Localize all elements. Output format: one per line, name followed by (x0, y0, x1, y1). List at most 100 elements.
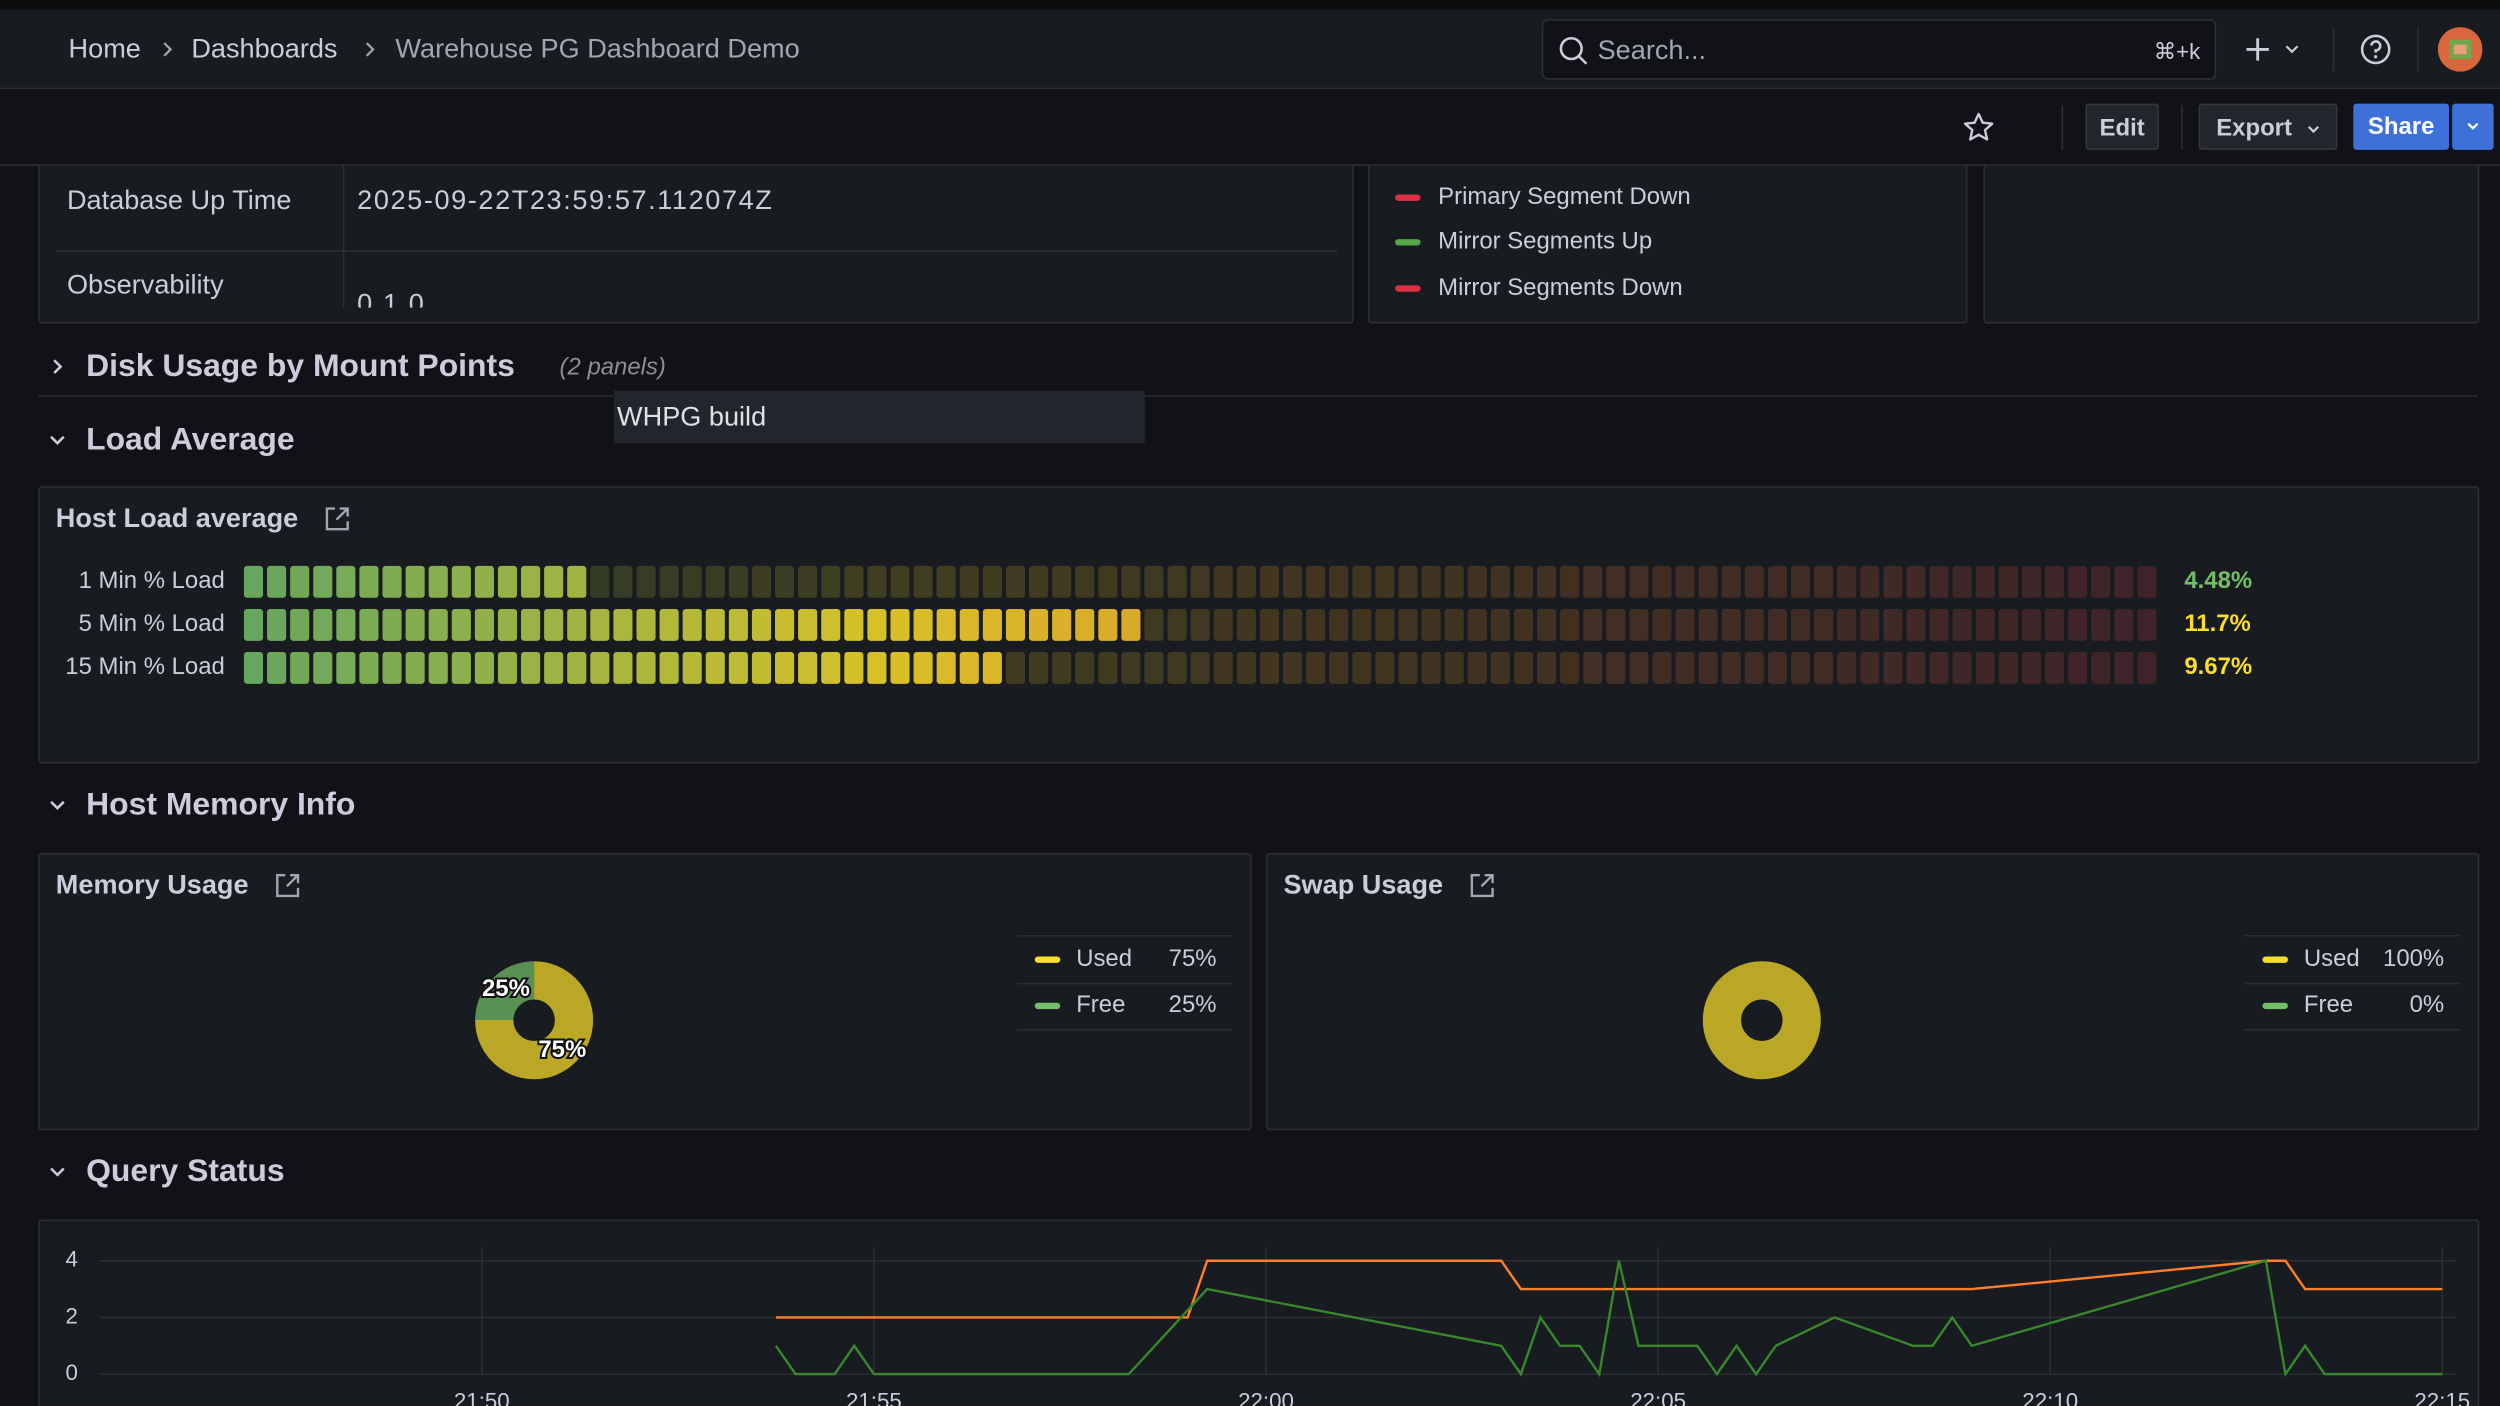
gauge-cell-empty (2091, 608, 2111, 641)
legend-panel: Primary Segment Down Mirror Segments Up … (1367, 143, 1968, 324)
gauge-cell-empty (1536, 565, 1557, 598)
gauge-cell-empty (1583, 608, 1603, 641)
legend-label: Used (2304, 945, 2360, 972)
legend-swatch (1395, 284, 1421, 291)
gauge-cell-empty (1375, 565, 1395, 598)
gauge-bar (243, 651, 1002, 684)
gauge-label: 1 Min % Load (79, 567, 225, 594)
gauge-cell (1052, 608, 1072, 641)
legend-value: 100% (2383, 945, 2444, 972)
gauge-cell (890, 651, 910, 684)
gauge-cell (405, 565, 425, 598)
gauge-cell-empty (1421, 565, 1441, 598)
x-tick-label: 22:15 (2414, 1389, 2470, 1406)
gauge-cell (867, 608, 887, 641)
separator (2332, 27, 2335, 72)
breadcrumb[interactable]: Dashboards (191, 33, 338, 64)
gauge-cell-empty (1883, 565, 1903, 598)
row-header[interactable]: Disk Usage by Mount Points (2 panels) (48, 346, 666, 387)
gauge-cell-empty (1606, 651, 1626, 684)
share-menu-button[interactable] (2452, 103, 2494, 150)
chevron-icon (50, 435, 65, 445)
x-tick-label: 22:00 (1238, 1389, 1294, 1406)
export-button[interactable]: Export (2198, 103, 2338, 150)
gauge-cell (313, 651, 333, 684)
share-button[interactable]: Share (2353, 103, 2449, 150)
gauge-cell-empty (636, 565, 656, 598)
new-button[interactable] (2240, 32, 2304, 67)
gauge-cell (544, 651, 564, 684)
legend-label: Mirror Segments Down (1438, 274, 1683, 302)
gauge-cell-empty (1837, 565, 1857, 598)
row-header[interactable]: Host Memory Info (48, 784, 355, 825)
gauge-cell-empty (1490, 565, 1510, 598)
gauge-cell-empty (1952, 565, 1972, 598)
edit-button[interactable]: Edit (2085, 103, 2159, 150)
star-button[interactable] (1961, 110, 1996, 145)
gauge-cell (290, 608, 310, 641)
gauge-cell-empty (2044, 651, 2065, 684)
gauge-cell-empty (1329, 651, 1349, 684)
user-avatar[interactable] (2437, 27, 2483, 72)
gauge-cell-empty (1606, 608, 1626, 641)
gauge-cell (474, 565, 494, 598)
gauge-cell (1005, 608, 1026, 641)
y-tick-label: 0 (66, 1360, 78, 1385)
gauge-cell-empty (1998, 565, 2018, 598)
gauge-cell-empty (1744, 565, 1764, 598)
gauge-cell-empty (1352, 651, 1372, 684)
gauge-cell-empty (1259, 565, 1280, 598)
gauge-cell-empty (1629, 565, 1649, 598)
gauge-cell-empty (2114, 565, 2134, 598)
gauge-cell (705, 608, 725, 641)
gauge-label: 5 Min % Load (79, 610, 225, 637)
icon-path (1470, 873, 1494, 898)
gauge-cell-empty (1398, 651, 1418, 684)
gauge-cell-empty (1144, 651, 1164, 684)
gauge-cell (544, 608, 564, 641)
gauge-cell-empty (1306, 608, 1326, 641)
gauge-cell (336, 608, 356, 641)
gauge-cell (636, 651, 656, 684)
gauge-value: 9.67% (2184, 653, 2252, 680)
gauge-cell (959, 651, 979, 684)
gauge-cell-empty (844, 565, 864, 598)
gauge-cell-empty (913, 565, 933, 598)
breadcrumb-current: Warehouse PG Dashboard Demo (395, 33, 800, 64)
gauge-cell-empty (1282, 608, 1303, 641)
help-button[interactable] (2358, 32, 2393, 67)
gauge-cell-empty (1513, 565, 1533, 598)
breadcrumb[interactable]: Home (68, 33, 141, 64)
gauge-cell-empty (1767, 608, 1787, 641)
gauge-cell-empty (1952, 651, 1972, 684)
gauge-cell-empty (1213, 651, 1233, 684)
row-divider (38, 395, 2478, 397)
gauge-cell (382, 565, 402, 598)
gauge-cell-empty (2044, 565, 2065, 598)
external-link-icon (1470, 873, 1494, 898)
search-box[interactable]: Search... ⌘+k (1541, 19, 2217, 80)
series-line (774, 1259, 2443, 1378)
gauge-cell-empty (1421, 651, 1441, 684)
legend-label: Mirror Segments Up (1438, 227, 1653, 256)
gauge-cell (544, 565, 564, 598)
gauge-bar (243, 608, 1141, 641)
gauge-cell-empty (1121, 651, 1141, 684)
divider (342, 165, 345, 308)
gauge-cell-empty (1998, 608, 2018, 641)
gauge-cell-empty (1352, 608, 1372, 641)
gauge-cell (798, 608, 818, 641)
gauge-cell (336, 565, 356, 598)
gauge-cell-empty (1837, 608, 1857, 641)
gauge-cell-empty (728, 565, 748, 598)
gauge-cell-empty (2068, 608, 2088, 641)
legend-swatch (2262, 1002, 2288, 1010)
row-header[interactable]: Load Average (48, 419, 295, 460)
gauge-cell-empty (1606, 565, 1626, 598)
pie-chart: Swap Usage Used 100% Free 0% (1283, 868, 2461, 1080)
separator (2061, 105, 2064, 150)
gauge-cell (959, 608, 979, 641)
gauge-cell (497, 651, 518, 684)
row-header[interactable]: Query Status (48, 1151, 285, 1192)
legend-label: Free (2304, 991, 2353, 1018)
